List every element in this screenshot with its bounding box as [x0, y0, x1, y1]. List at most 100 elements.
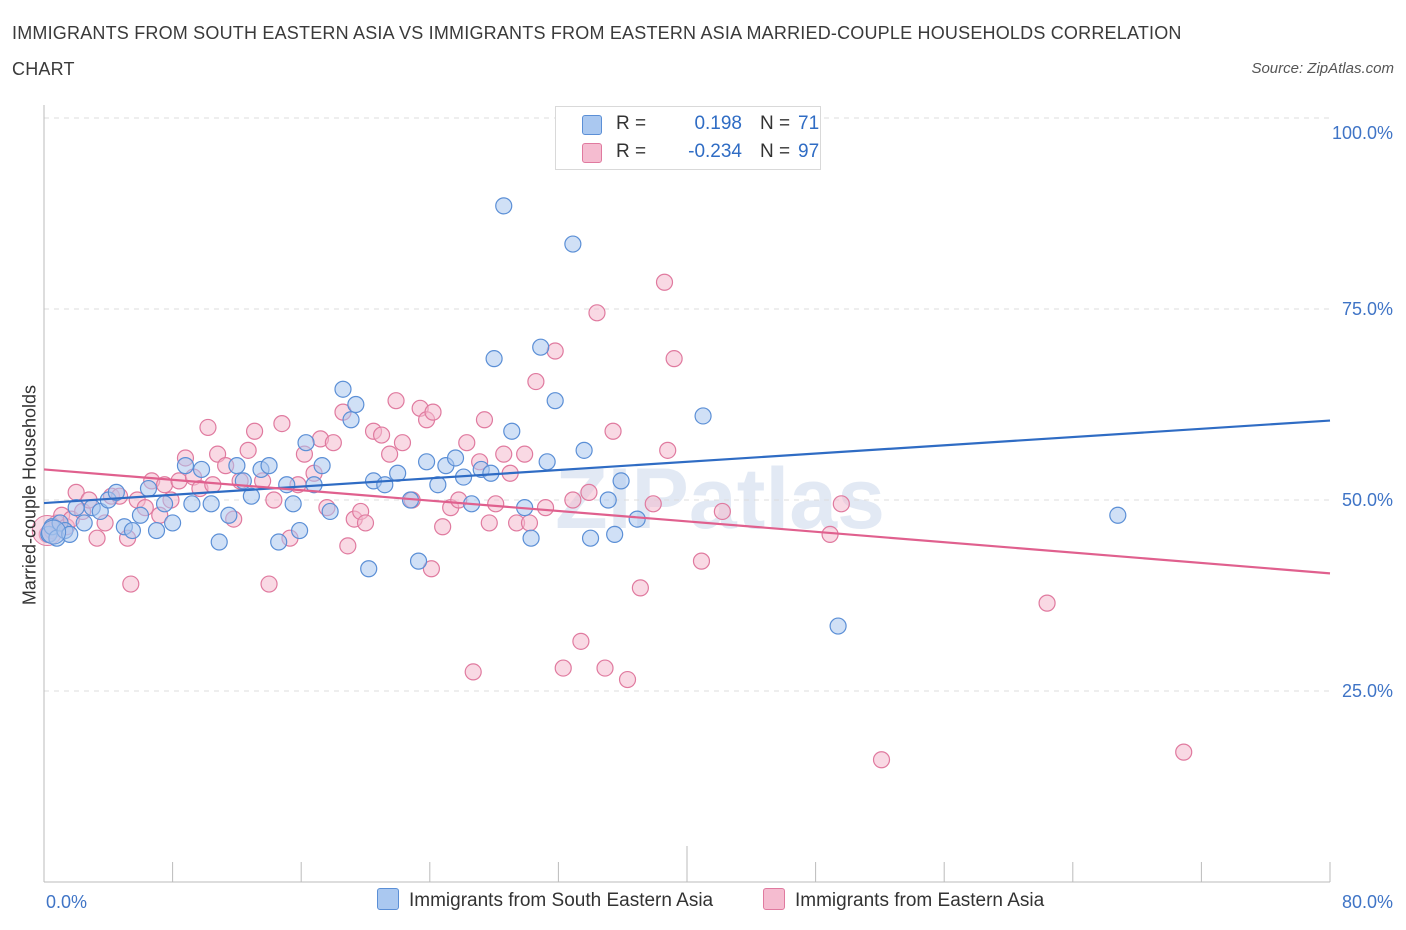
point-south-eastern-asia — [228, 457, 246, 475]
point-eastern-asia — [554, 659, 572, 677]
point-eastern-asia — [424, 403, 442, 421]
point-eastern-asia — [832, 495, 850, 513]
point-south-eastern-asia — [829, 617, 847, 635]
tick-labels: 100.0% 75.0% 50.0% 25.0% 0.0% 80.0% — [46, 123, 1393, 912]
legend-swatch-pink — [763, 888, 785, 910]
point-eastern-asia — [713, 502, 731, 521]
point-eastern-asia — [495, 445, 513, 463]
legend-n-value: 71 — [798, 113, 820, 134]
point-eastern-asia — [1175, 743, 1193, 761]
legend-n-label: N = — [760, 141, 791, 162]
y-tick-label: 75.0% — [1342, 299, 1393, 319]
legend-r-value: 0.198 — [694, 113, 742, 134]
point-eastern-asia — [122, 575, 140, 593]
series-south-eastern-asia-points — [40, 197, 1127, 635]
point-south-eastern-asia — [522, 529, 540, 547]
point-south-eastern-asia — [360, 560, 378, 578]
point-south-eastern-asia — [192, 460, 211, 479]
point-south-eastern-asia — [270, 533, 288, 551]
point-south-eastern-asia — [485, 350, 503, 368]
point-eastern-asia — [596, 659, 614, 677]
legend-r-label: R = — [616, 141, 647, 162]
source-label: Source: ZipAtlas.com — [1251, 60, 1394, 77]
point-eastern-asia — [580, 483, 598, 501]
point-south-eastern-asia — [123, 521, 142, 540]
point-south-eastern-asia — [107, 483, 125, 501]
point-eastern-asia — [631, 579, 649, 597]
legend-r-value: -0.234 — [688, 141, 742, 162]
legend-swatch-pink — [582, 143, 602, 163]
point-eastern-asia — [204, 476, 222, 494]
point-south-eastern-asia — [155, 495, 174, 513]
point-south-eastern-asia — [164, 514, 182, 532]
point-south-eastern-asia — [242, 487, 260, 505]
point-eastern-asia — [199, 418, 217, 437]
point-south-eastern-asia — [75, 514, 93, 532]
point-south-eastern-asia — [290, 521, 309, 540]
point-eastern-asia — [527, 372, 545, 391]
point-south-eastern-asia — [599, 491, 617, 509]
point-eastern-asia — [692, 552, 711, 570]
point-south-eastern-asia — [131, 506, 150, 524]
chart-title: IMMIGRANTS FROM SOUTH EASTERN ASIA VS IM… — [12, 20, 1232, 82]
point-eastern-asia — [1038, 594, 1056, 612]
legend-swatch-blue — [582, 115, 602, 135]
point-eastern-asia — [872, 751, 891, 769]
point-eastern-asia — [487, 495, 505, 513]
point-eastern-asia — [546, 342, 564, 360]
x-tick-label: 80.0% — [1342, 892, 1393, 912]
legend-r-label: R = — [616, 113, 647, 134]
chart-title-line2: CHART — [12, 59, 75, 79]
point-eastern-asia — [324, 434, 342, 452]
point-eastern-asia — [464, 663, 482, 681]
trend-line-eastern-asia — [43, 468, 1331, 575]
point-south-eastern-asia-cluster — [41, 519, 67, 545]
y-tick-label: 50.0% — [1342, 490, 1393, 510]
y-axis-label: Married-couple Households — [19, 384, 40, 606]
point-eastern-asia — [422, 560, 441, 578]
point-eastern-asia — [659, 441, 677, 459]
point-south-eastern-asia — [581, 529, 600, 547]
point-eastern-asia — [536, 499, 555, 517]
trend-line-south-eastern-asia — [43, 419, 1331, 505]
point-eastern-asia — [618, 670, 637, 689]
point-south-eastern-asia — [612, 472, 630, 490]
point-south-eastern-asia — [321, 502, 339, 521]
point-south-eastern-asia — [546, 392, 564, 410]
point-eastern-asia — [655, 273, 674, 291]
bottom-legend-south-eastern-asia: Immigrants from South Eastern Asia — [377, 888, 713, 912]
point-south-eastern-asia — [417, 453, 436, 471]
point-eastern-asia — [356, 514, 375, 532]
point-eastern-asia — [458, 434, 476, 452]
point-eastern-asia — [434, 518, 452, 536]
point-eastern-asia — [339, 537, 357, 555]
point-eastern-asia — [572, 632, 590, 650]
legend-swatch-blue — [377, 888, 399, 910]
chart-title-line1: IMMIGRANTS FROM SOUTH EASTERN ASIA VS IM… — [12, 23, 1182, 43]
legend-series-label: Immigrants from South Eastern Asia — [409, 890, 714, 911]
point-south-eastern-asia — [183, 495, 201, 513]
point-south-eastern-asia — [532, 338, 550, 356]
point-south-eastern-asia — [313, 457, 331, 475]
point-south-eastern-asia — [220, 506, 238, 524]
point-eastern-asia — [273, 415, 291, 433]
grid-lines — [44, 117, 1330, 692]
point-south-eastern-asia — [495, 197, 513, 215]
point-south-eastern-asia — [139, 479, 158, 498]
point-eastern-asia — [239, 441, 257, 459]
point-eastern-asia — [245, 422, 264, 440]
point-eastern-asia — [564, 491, 582, 509]
point-south-eastern-asia — [628, 510, 646, 528]
point-eastern-asia — [480, 514, 498, 532]
point-south-eastern-asia — [376, 476, 394, 494]
legend-series-label: Immigrants from Eastern Asia — [795, 890, 1045, 911]
point-south-eastern-asia — [538, 453, 556, 471]
correlation-legend: R = 0.198 N = 71 R = -0.234 N = 97 — [555, 106, 821, 170]
y-tick-label: 25.0% — [1342, 681, 1393, 701]
point-eastern-asia — [265, 491, 283, 509]
x-tick-label: 0.0% — [46, 892, 87, 912]
point-south-eastern-asia — [260, 457, 278, 475]
legend-n-label: N = — [760, 113, 791, 134]
point-south-eastern-asia — [342, 411, 360, 429]
